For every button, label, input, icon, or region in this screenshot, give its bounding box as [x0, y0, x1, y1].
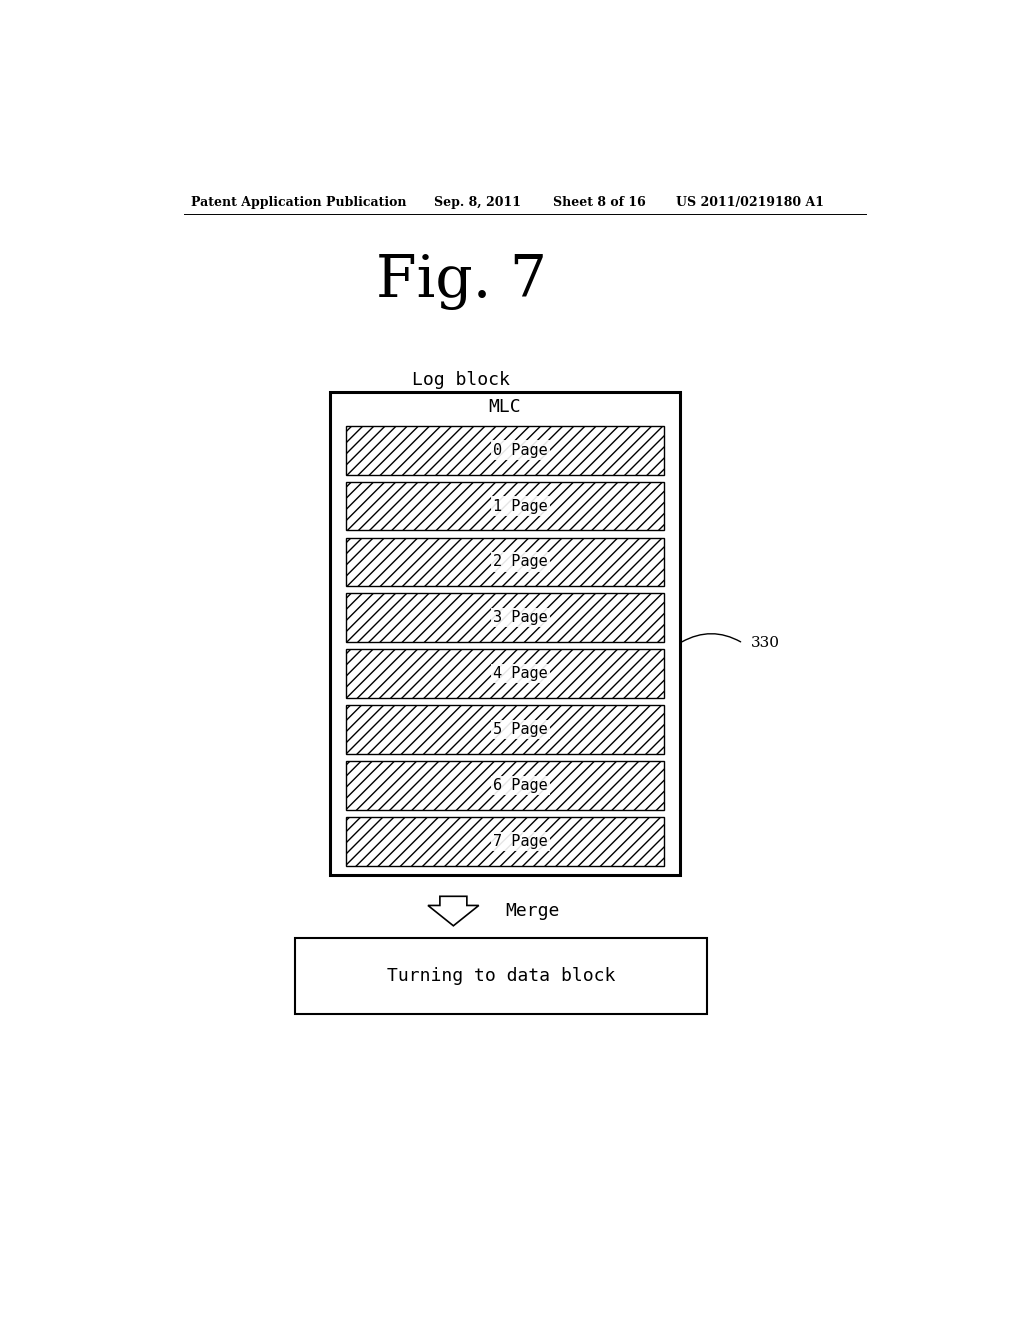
- Text: MLC: MLC: [488, 399, 521, 416]
- Text: 1 Page: 1 Page: [494, 499, 548, 513]
- Bar: [346, 762, 664, 810]
- Text: 330: 330: [751, 636, 780, 651]
- Bar: [346, 482, 664, 531]
- Text: 7 Page: 7 Page: [494, 834, 548, 849]
- Bar: [346, 594, 664, 643]
- Text: 2 Page: 2 Page: [494, 554, 548, 569]
- Text: 3 Page: 3 Page: [494, 610, 548, 626]
- Text: Sep. 8, 2011: Sep. 8, 2011: [433, 195, 520, 209]
- Text: 6 Page: 6 Page: [494, 777, 548, 793]
- Text: Merge: Merge: [505, 902, 559, 920]
- Text: 5 Page: 5 Page: [494, 722, 548, 737]
- Bar: [346, 817, 664, 866]
- Bar: [295, 939, 708, 1014]
- Bar: [346, 426, 664, 474]
- Bar: [346, 705, 664, 754]
- Bar: [346, 537, 664, 586]
- Text: Sheet 8 of 16: Sheet 8 of 16: [553, 195, 645, 209]
- Text: Turning to data block: Turning to data block: [387, 968, 615, 985]
- Text: Fig. 7: Fig. 7: [376, 255, 547, 310]
- Text: US 2011/0219180 A1: US 2011/0219180 A1: [676, 195, 823, 209]
- Text: 4 Page: 4 Page: [494, 667, 548, 681]
- Bar: [346, 649, 664, 698]
- Text: Log block: Log block: [413, 371, 510, 389]
- Polygon shape: [428, 896, 479, 925]
- Text: 0 Page: 0 Page: [494, 442, 548, 458]
- Text: Patent Application Publication: Patent Application Publication: [191, 195, 407, 209]
- Bar: [331, 392, 680, 875]
